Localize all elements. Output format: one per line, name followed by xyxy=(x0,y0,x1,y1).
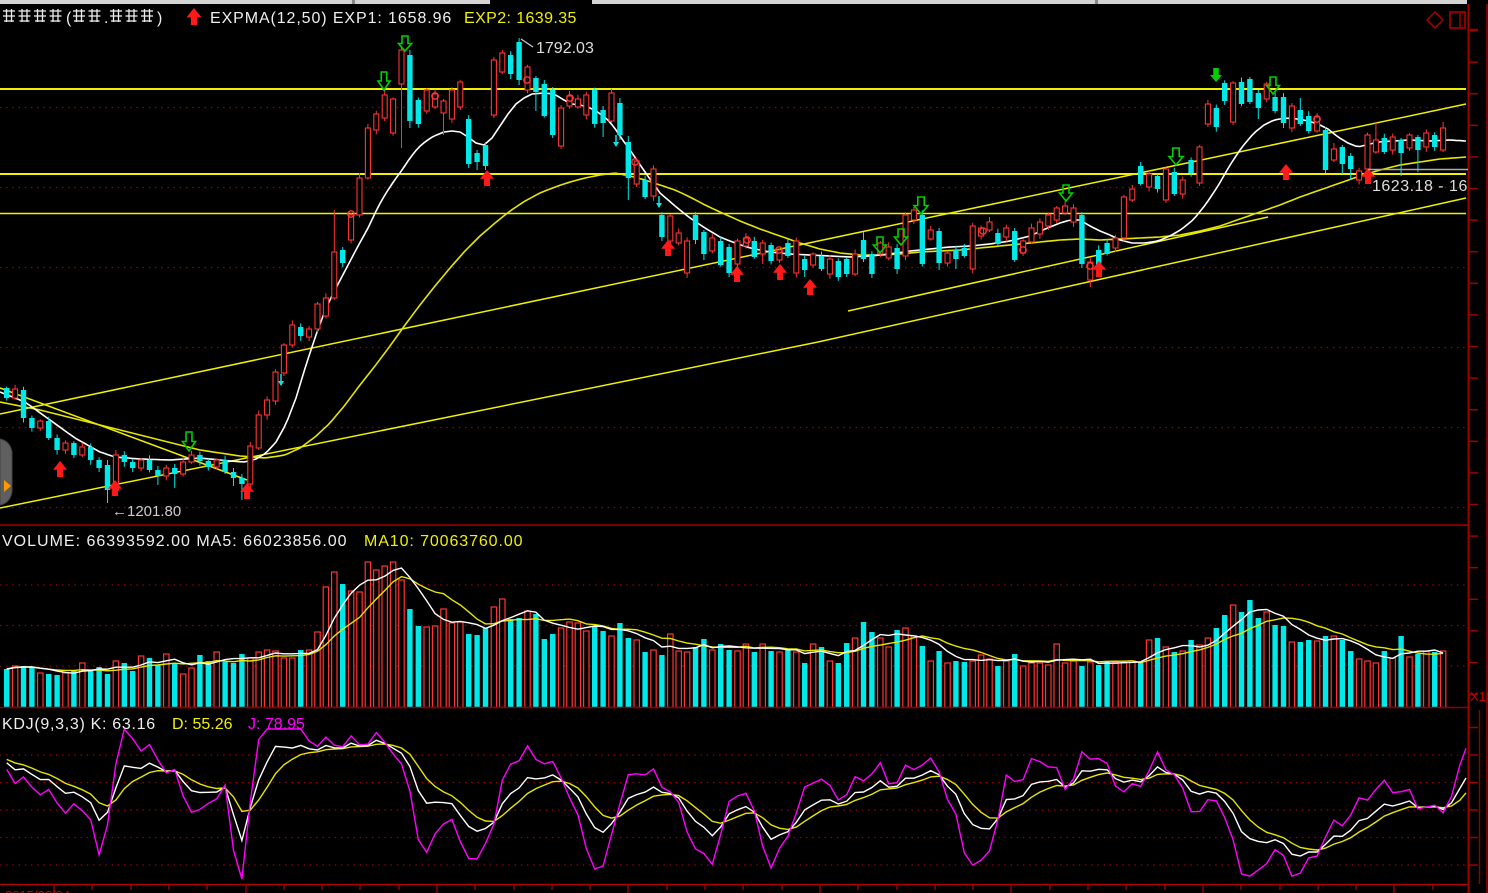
svg-text:): ) xyxy=(157,10,162,27)
svg-text:VOLUME: 66393592.00 MA5: 6602: VOLUME: 66393592.00 MA5: 66023856.00 xyxy=(2,533,348,550)
svg-text:1623.18 - 16: 1623.18 - 16 xyxy=(1372,178,1468,195)
svg-text:KDJ(9,3,3) K: 63.16: KDJ(9,3,3) K: 63.16 xyxy=(2,716,156,733)
svg-text:X10: X10 xyxy=(1470,689,1488,704)
svg-text:1792.03: 1792.03 xyxy=(536,40,594,57)
svg-text:EXP2: 1639.35: EXP2: 1639.35 xyxy=(464,10,577,27)
svg-text:(: ( xyxy=(66,10,72,27)
svg-text:D: 55.26: D: 55.26 xyxy=(172,716,233,733)
svg-text:2015/06/04: 2015/06/04 xyxy=(5,888,70,893)
svg-text:EXPMA(12,50) EXP1: 1658.96: EXPMA(12,50) EXP1: 1658.96 xyxy=(210,10,452,27)
svg-text:.: . xyxy=(104,10,108,27)
svg-text:J: 78.95: J: 78.95 xyxy=(248,716,305,733)
svg-text:MA10: 70063760.00: MA10: 70063760.00 xyxy=(364,533,523,550)
svg-text:←1201.80: ←1201.80 xyxy=(112,503,181,520)
